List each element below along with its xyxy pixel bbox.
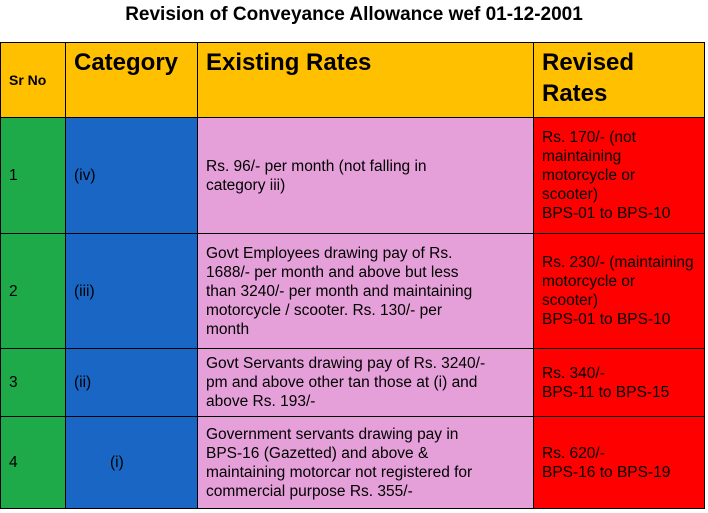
category-cell: (ii) <box>65 348 198 417</box>
header-existing-rates: Existing Rates <box>197 42 534 118</box>
table-row: 2 (iii) Govt Employees drawing pay of Rs… <box>0 233 705 349</box>
existing-rate-line: than 3240/- per month and maintaining <box>206 282 473 300</box>
revised-rate-line: scooter) <box>542 186 598 203</box>
revised-rate-line: BPS-01 to BPS-10 <box>542 311 671 328</box>
revised-rate-cell: Rs. 620/- BPS-16 to BPS-19 <box>533 416 705 509</box>
existing-rate-line: 1688/- per month and above but less <box>206 263 459 281</box>
existing-rate-line: Government servants drawing pay in <box>206 425 459 443</box>
table-row: 3 (ii) Govt Servants drawing pay of Rs. … <box>0 348 705 417</box>
revised-rate-line: Rs. 170/- (not <box>542 129 636 146</box>
revised-rate-line: BPS-16 to BPS-19 <box>542 463 671 481</box>
revised-rate-line: BPS-01 to BPS-10 <box>542 205 671 222</box>
existing-rate-line: Govt Employees drawing pay of Rs. <box>206 244 453 262</box>
existing-rate-cell: Govt Employees drawing pay of Rs. 1688/-… <box>197 233 534 349</box>
revised-rate-line: motorcycle or <box>542 167 636 184</box>
table-header-row: Sr No Category Existing Rates Revised Ra… <box>0 42 705 118</box>
revised-rate-line: Rs. 230/- (maintaining <box>542 254 694 271</box>
revised-rate-line: scooter) <box>542 292 598 309</box>
table-row: 4 (i) Government servants drawing pay in… <box>0 416 705 509</box>
existing-rate-line: pm and above other tan those at (i) and <box>206 374 478 391</box>
existing-rate-line: category iii) <box>206 176 286 194</box>
header-revised-rates: Revised Rates <box>533 42 705 118</box>
table-row: 1 (iv) Rs. 96/- per month (not falling i… <box>0 117 705 234</box>
revised-rate-cell: Rs. 340/- BPS-11 to BPS-15 <box>533 348 705 417</box>
category-cell: (iii) <box>65 233 198 349</box>
header-revised-line: Revised <box>542 49 635 76</box>
category-label: (i) <box>110 454 124 471</box>
existing-rate-cell: Govt Servants drawing pay of Rs. 3240/- … <box>197 348 534 417</box>
existing-rate-line: Rs. 96/- per month (not falling in <box>206 157 427 175</box>
revised-rate-cell: Rs. 230/- (maintaining motorcycle or sco… <box>533 233 705 349</box>
revised-rate-line: motorcycle or <box>542 273 636 290</box>
existing-rate-cell: Rs. 96/- per month (not falling in categ… <box>197 117 534 234</box>
header-sr-no: Sr No <box>0 42 66 118</box>
existing-rate-line: Govt Servants drawing pay of Rs. 3240/- <box>206 355 486 372</box>
sr-no-cell: 4 <box>0 416 66 509</box>
header-revised-line: Rates <box>542 80 608 107</box>
revised-rate-line: Rs. 620/- <box>542 444 605 462</box>
sr-no-cell: 2 <box>0 233 66 349</box>
revised-rate-line: BPS-11 to BPS-15 <box>542 383 670 401</box>
existing-rate-line: motorcycle / scooter. Rs. 130/- per <box>206 301 443 319</box>
existing-rate-line: month <box>206 320 250 338</box>
existing-rate-line: maintaining motorcar not registered for <box>206 463 473 481</box>
existing-rate-line: BPS-16 (Gazetted) and above & <box>206 444 429 462</box>
category-cell: (i) <box>65 416 198 509</box>
revised-rate-line: maintaining <box>542 148 622 165</box>
existing-rate-cell: Government servants drawing pay in BPS-1… <box>197 416 534 509</box>
sr-no-cell: 1 <box>0 117 66 234</box>
revised-rate-cell: Rs. 170/- (not maintaining motorcycle or… <box>533 117 705 234</box>
allowance-table: Sr No Category Existing Rates Revised Ra… <box>0 42 705 509</box>
page-title: Revision of Conveyance Allowance wef 01-… <box>125 4 583 25</box>
existing-rate-line: commercial purpose Rs. 355/- <box>206 482 413 500</box>
sr-no-cell: 3 <box>0 348 66 417</box>
revised-rate-line: Rs. 340/- <box>542 364 605 382</box>
header-category: Category <box>65 42 198 118</box>
category-cell: (iv) <box>65 117 198 234</box>
existing-rate-line: above Rs. 193/- <box>206 393 316 410</box>
